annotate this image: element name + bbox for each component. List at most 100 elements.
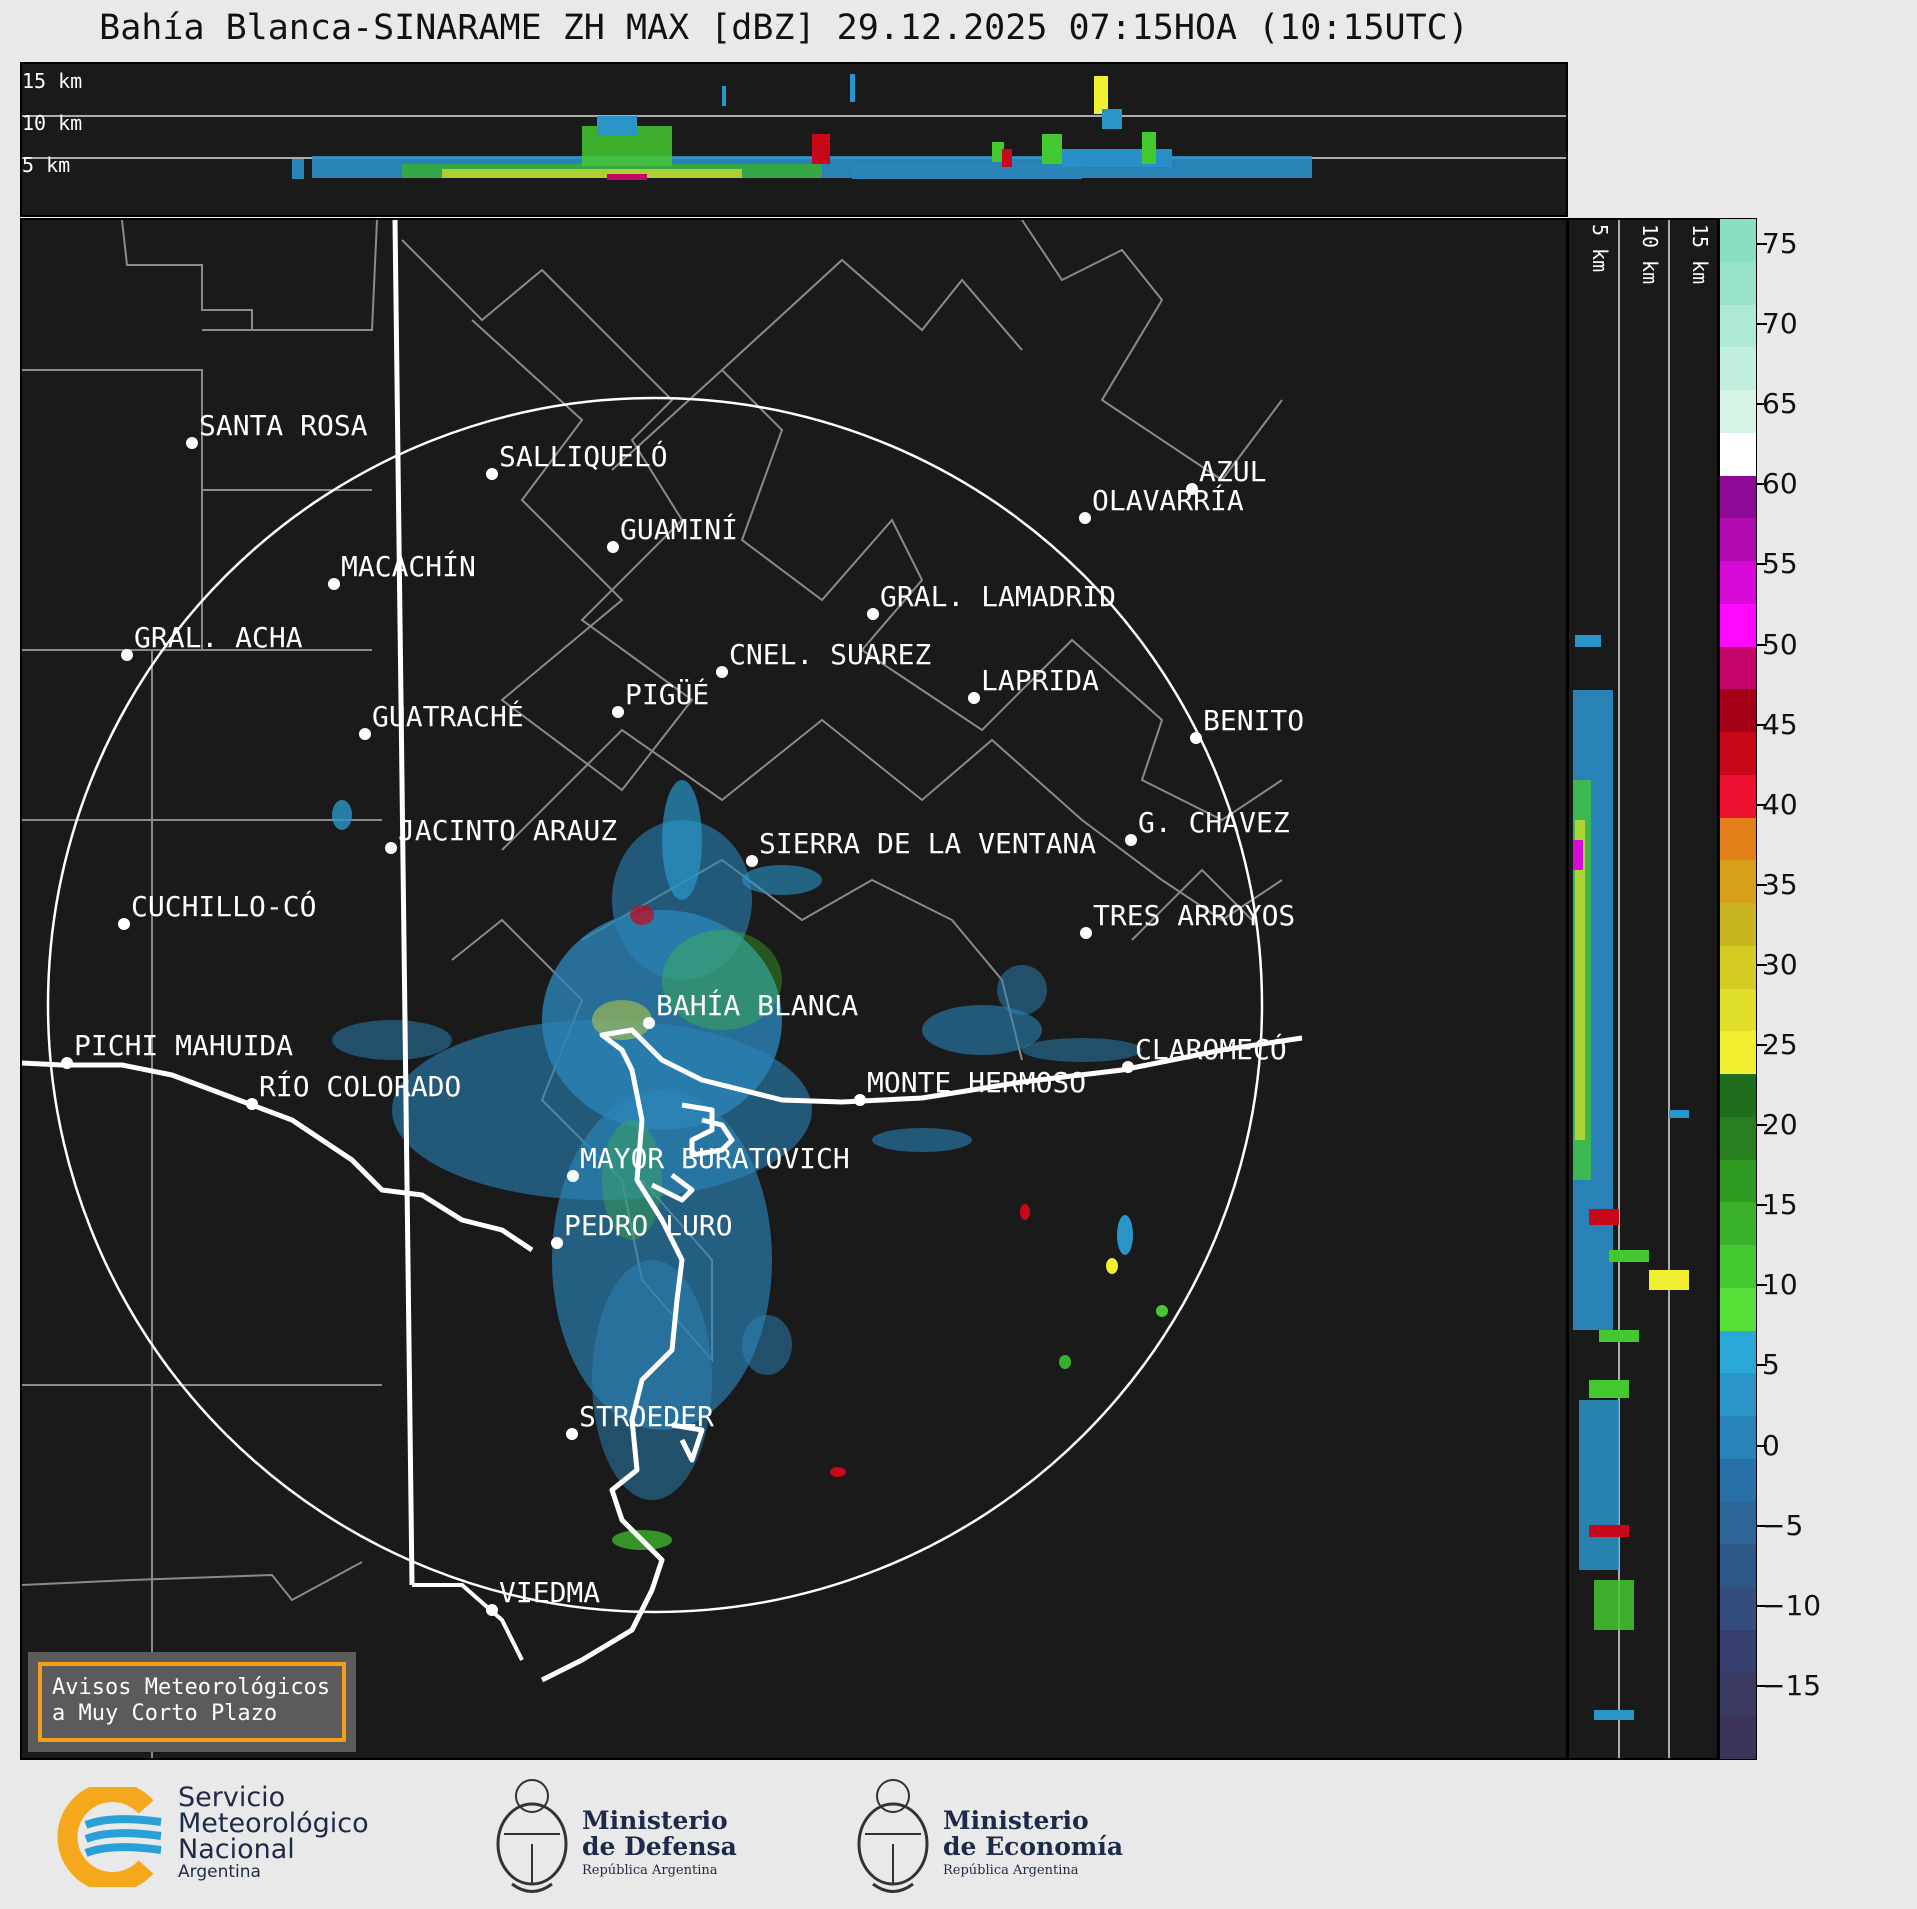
- city-label: LAPRIDA: [981, 664, 1099, 697]
- colorbar-segment: [1720, 1031, 1756, 1075]
- colorbar-segment: [1720, 1501, 1756, 1545]
- colorbar-tick: [1757, 643, 1767, 646]
- city-marker[interactable]: OLAVARRÍA: [1079, 483, 1244, 524]
- city-marker[interactable]: SALLIQUELÓ: [486, 439, 668, 480]
- city-label: PEDRO LURO: [564, 1209, 733, 1242]
- colorbar-segment: [1720, 475, 1756, 519]
- city-dot: [968, 692, 980, 704]
- radar-map[interactable]: SANTA ROSA SALLIQUELÓ GUAMINÍ AZUL OLAVARRÍA…: [20, 218, 1568, 1760]
- side-echo-profile: [1573, 635, 1689, 1720]
- city-dot: [612, 706, 624, 718]
- city-label: GRAL. ACHA: [134, 621, 303, 654]
- colorbar-tick-label: −10: [1762, 1588, 1822, 1622]
- smn-name-line1: Servicio: [178, 1782, 286, 1813]
- city-marker[interactable]: GRAL. LAMADRID: [867, 580, 1116, 620]
- city-dot: [1079, 512, 1091, 524]
- notice-line-1: Avisos Meteorológicos: [52, 1675, 331, 1700]
- colorbar-tick: [1757, 323, 1767, 326]
- city-dot: [716, 666, 728, 678]
- colorbar-segment: [1720, 304, 1756, 348]
- city-marker[interactable]: BAHÍA BLANCA: [643, 988, 858, 1029]
- city-marker[interactable]: GUAMINÍ: [607, 512, 738, 553]
- city-label: MAYOR BURATOVICH: [580, 1142, 850, 1175]
- city-marker[interactable]: LAPRIDA: [968, 664, 1099, 704]
- city-marker[interactable]: MAYOR BURATOVICH: [567, 1142, 850, 1182]
- city-label: SALLIQUELÓ: [499, 439, 668, 473]
- colorbar-segment: [1720, 261, 1756, 306]
- colorbar-tick: [1757, 1124, 1767, 1127]
- city-marker[interactable]: VIEDMA: [486, 1576, 600, 1616]
- city-label: RÍO COLORADO: [259, 1069, 461, 1103]
- colorbar-segment: [1720, 774, 1756, 819]
- colorbar-tick: [1757, 243, 1767, 245]
- top-height-label-15: 15 km: [22, 69, 82, 93]
- city-marker[interactable]: STROEDER: [566, 1400, 714, 1440]
- colorbar-segment: [1720, 1544, 1756, 1588]
- city-marker[interactable]: GUATRACHÉ: [359, 699, 524, 740]
- city-marker[interactable]: MACACHÍN: [328, 549, 476, 590]
- colorbar-tick-label: 35: [1762, 867, 1798, 901]
- city-marker[interactable]: BENITO: [1190, 704, 1304, 744]
- city-marker[interactable]: G. CHAVEZ: [1125, 806, 1290, 846]
- city-marker[interactable]: SANTA ROSA: [186, 409, 368, 449]
- city-dot: [566, 1428, 578, 1440]
- city-label: G. CHAVEZ: [1138, 806, 1290, 839]
- colorbar-tick: [1757, 803, 1767, 806]
- colorbar-tick-label: 55: [1762, 547, 1798, 581]
- city-marker[interactable]: PIGÜÉ: [612, 677, 709, 718]
- city-marker[interactable]: CNEL. SUAREZ: [716, 638, 931, 678]
- colorbar-tick-label: 65: [1762, 387, 1798, 421]
- warning-notice-frame[interactable]: Avisos Meteorológicos a Muy Corto Plazo: [38, 1662, 346, 1742]
- radar-range-ring: [46, 396, 1264, 1614]
- colorbar-tick: [1757, 963, 1767, 966]
- city-dot: [486, 468, 498, 480]
- warning-notice-box[interactable]: Avisos Meteorológicos a Muy Corto Plazo: [28, 1652, 356, 1752]
- city-dot: [607, 541, 619, 553]
- city-label: MONTE HERMOSO: [867, 1066, 1086, 1099]
- colorbar-segment: [1720, 347, 1756, 391]
- colorbar-segment: [1720, 1116, 1756, 1161]
- city-label: STROEDER: [579, 1400, 714, 1433]
- city-label: BENITO: [1203, 704, 1304, 737]
- city-dot: [121, 649, 133, 661]
- colorbar-tick: [1757, 1364, 1767, 1367]
- city-marker[interactable]: TRES ARROYOS: [1080, 899, 1295, 939]
- city-marker[interactable]: SIERRA DE LA VENTANA: [746, 827, 1096, 867]
- city-markers: SANTA ROSA SALLIQUELÓ GUAMINÍ AZULOLAVARRÍA…: [61, 409, 1304, 1616]
- city-dot: [328, 578, 340, 590]
- colorbar-tick-label: 0: [1762, 1428, 1780, 1462]
- city-marker[interactable]: PICHI MAHUIDA: [61, 1029, 293, 1069]
- colorbar-tick-label: 70: [1762, 307, 1798, 341]
- colorbar-segment: [1720, 1245, 1756, 1289]
- city-marker[interactable]: GRAL. ACHA: [121, 621, 303, 661]
- city-label: PICHI MAHUIDA: [74, 1029, 293, 1062]
- colorbar-tick-label: −15: [1762, 1668, 1822, 1702]
- colorbar-segment: [1720, 1202, 1756, 1246]
- city-marker[interactable]: CLAROMECÓ: [1122, 1032, 1287, 1073]
- colorbar-segment: [1720, 1715, 1756, 1759]
- city-label: GUATRACHÉ: [372, 699, 524, 733]
- city-marker[interactable]: RÍO COLORADO: [246, 1069, 461, 1110]
- city-marker[interactable]: JACINTO ARAUZ: [385, 814, 617, 854]
- colorbar-segment: [1720, 1074, 1756, 1118]
- top-height-label-10: 10 km: [22, 111, 82, 135]
- colorbar-segment: [1720, 518, 1756, 562]
- top-height-label-5: 5 km: [22, 153, 70, 177]
- city-dot: [1122, 1061, 1134, 1073]
- city-label: JACINTO ARAUZ: [398, 814, 617, 847]
- colorbar-tick: [1757, 1604, 1767, 1607]
- colorbar-segment: [1720, 860, 1756, 904]
- city-label: CNEL. SUAREZ: [729, 638, 931, 671]
- colorbar-segment: [1720, 432, 1756, 477]
- city-marker[interactable]: CUCHILLO-CÓ: [118, 889, 316, 930]
- city-marker[interactable]: MONTE HERMOSO: [854, 1066, 1086, 1106]
- city-marker[interactable]: PEDRO LURO: [551, 1209, 733, 1249]
- colorbar-tick: [1757, 1044, 1767, 1046]
- colorbar-tick: [1757, 1444, 1767, 1447]
- colorbar-tick-label: 5: [1762, 1348, 1780, 1382]
- colorbar-tick: [1757, 1684, 1767, 1687]
- colorbar-segment: [1720, 390, 1756, 434]
- city-marker[interactable]: AZUL: [1186, 455, 1266, 495]
- side-height-label-5: 5 km: [1588, 224, 1612, 272]
- city-label: TRES ARROYOS: [1093, 899, 1295, 932]
